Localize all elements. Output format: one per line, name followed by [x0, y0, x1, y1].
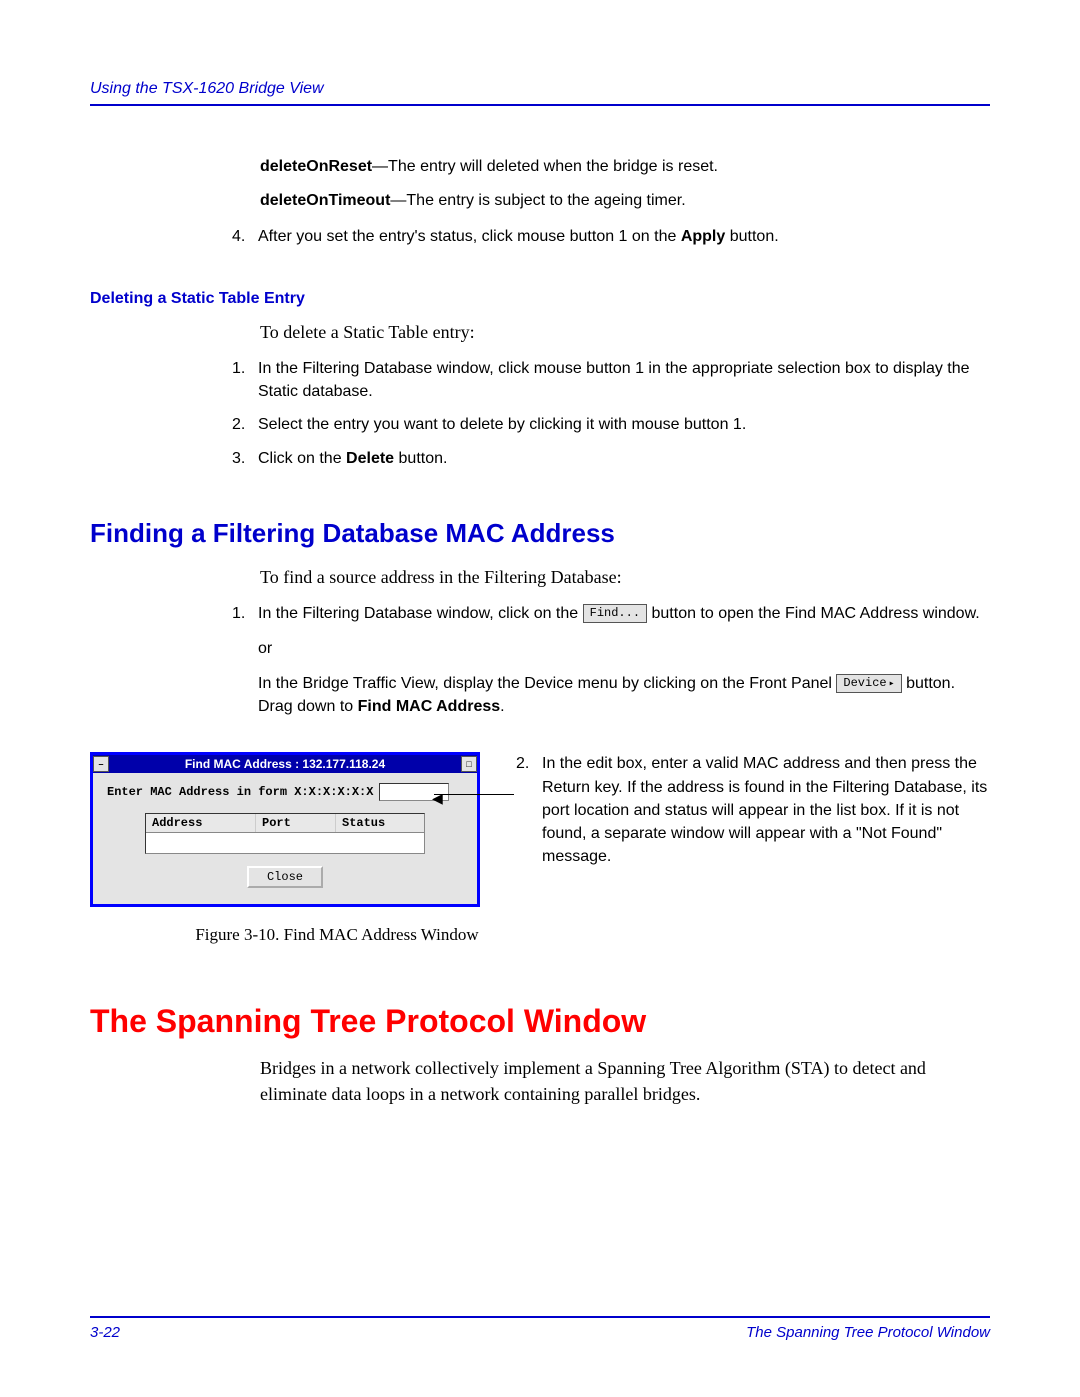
window-resize-icon[interactable]: □ [461, 756, 477, 772]
step-number: 1. [232, 602, 258, 719]
def-desc: —The entry is subject to the ageing time… [390, 192, 685, 209]
window-body: Enter MAC Address in form X:X:X:X:X:X Ad… [93, 773, 477, 904]
body-content: deleteOnReset—The entry will deleted whe… [260, 156, 990, 248]
step-number: 1. [232, 357, 258, 403]
window-title: Find MAC Address : 132.177.118.24 [109, 757, 461, 771]
callout-arrow-icon: ◀ [432, 788, 443, 808]
dropdown-arrow-icon: ▸ [889, 679, 895, 690]
delete-step-2: 2. Select the entry you want to delete b… [232, 413, 990, 436]
delete-step-3: 3. Click on the Delete button. [232, 447, 990, 470]
results-table: Address Port Status [145, 813, 425, 854]
step-text: After you set the entry's status, click … [258, 225, 990, 248]
bold-text: Delete [346, 450, 394, 467]
text: Click on the [258, 450, 346, 467]
heading-spanning-tree: The Spanning Tree Protocol Window [90, 1003, 990, 1040]
def-term: deleteOnReset [260, 158, 372, 175]
header-rule [90, 104, 990, 106]
definition-deleteontimeout: deleteOnTimeout—The entry is subject to … [260, 190, 990, 212]
footer-row: 3-22 The Spanning Tree Protocol Window [90, 1324, 990, 1341]
step-number: 4. [232, 225, 258, 248]
finding-section: To find a source address in the Filterin… [260, 567, 990, 719]
subheading-deleting: Deleting a Static Table Entry [90, 290, 990, 308]
figure-callout: ◀ 2. In the edit box, enter a valid MAC … [480, 752, 990, 907]
text: . [500, 698, 504, 715]
step-text: In the edit box, enter a valid MAC addre… [542, 752, 990, 868]
col-port: Port [256, 814, 336, 832]
page-number: 3-22 [90, 1324, 120, 1341]
step-text: In the Filtering Database window, click … [258, 357, 990, 403]
btn-label: Device [843, 676, 886, 690]
definition-deleteonreset: deleteOnReset—The entry will deleted whe… [260, 156, 990, 178]
heading-finding-mac: Finding a Filtering Database MAC Address [90, 518, 990, 549]
text: In the Filtering Database window, click … [258, 605, 583, 622]
find-step-2: 2. In the edit box, enter a valid MAC ad… [516, 752, 990, 868]
text: After you set the entry's status, click … [258, 228, 681, 245]
spanning-paragraph: Bridges in a network collectively implem… [260, 1056, 990, 1106]
intro-text: To delete a Static Table entry: [260, 322, 990, 343]
bold-text: Find MAC Address [358, 698, 501, 715]
intro-text: To find a source address in the Filterin… [260, 567, 990, 588]
spanning-section: Bridges in a network collectively implem… [260, 1056, 990, 1106]
step-text: Select the entry you want to delete by c… [258, 413, 990, 436]
table-header: Address Port Status [146, 814, 424, 833]
figure-mac-window: – Find MAC Address : 132.177.118.24 □ En… [90, 752, 480, 907]
input-row: Enter MAC Address in form X:X:X:X:X:X [107, 783, 463, 801]
step-number: 2. [232, 413, 258, 436]
deleting-section: To delete a Static Table entry: 1. In th… [260, 322, 990, 470]
table-body [146, 833, 424, 853]
step-number: 3. [232, 447, 258, 470]
step-4: 4. After you set the entry's status, cli… [232, 225, 990, 248]
def-term: deleteOnTimeout [260, 192, 390, 209]
close-button[interactable]: Close [247, 866, 323, 888]
def-desc: —The entry will deleted when the bridge … [372, 158, 718, 175]
close-row: Close [107, 866, 463, 888]
figure-caption: Figure 3-10. Find MAC Address Window [90, 925, 490, 945]
delete-step-1: 1. In the Filtering Database window, cli… [232, 357, 990, 403]
find-step-1: 1. In the Filtering Database window, cli… [232, 602, 990, 719]
document-page: Using the TSX-1620 Bridge View deleteOnR… [0, 0, 1080, 1397]
callout-line [434, 794, 514, 795]
figure-row: – Find MAC Address : 132.177.118.24 □ En… [90, 752, 990, 907]
page-header: Using the TSX-1620 Bridge View [90, 80, 990, 98]
window-titlebar: – Find MAC Address : 132.177.118.24 □ [93, 755, 477, 773]
page-footer: 3-22 The Spanning Tree Protocol Window [90, 1316, 990, 1341]
device-button[interactable]: Device▸ [836, 674, 901, 693]
footer-rule [90, 1316, 990, 1318]
mac-input-label: Enter MAC Address in form X:X:X:X:X:X [107, 785, 373, 799]
footer-title: The Spanning Tree Protocol Window [746, 1324, 990, 1341]
col-address: Address [146, 814, 256, 832]
mac-address-window: – Find MAC Address : 132.177.118.24 □ En… [90, 752, 480, 907]
text: button. [394, 450, 447, 467]
text: In the Bridge Traffic View, display the … [258, 675, 836, 692]
text: button to open the Find MAC Address wind… [652, 605, 980, 622]
bold-text: Apply [681, 228, 725, 245]
text: button. [725, 228, 778, 245]
window-menu-icon[interactable]: – [93, 756, 109, 772]
step-number: 2. [516, 752, 542, 868]
or-text: or [258, 637, 990, 660]
col-status: Status [336, 814, 416, 832]
step-text: Click on the Delete button. [258, 447, 990, 470]
step-text: In the Filtering Database window, click … [258, 602, 990, 719]
find-button[interactable]: Find... [583, 604, 647, 622]
